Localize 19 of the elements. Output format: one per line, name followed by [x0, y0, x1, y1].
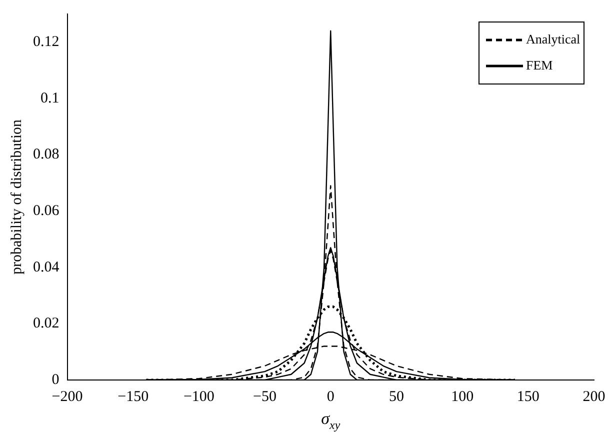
x-tick-label: 200: [582, 388, 606, 405]
x-tick-label: 0: [326, 388, 334, 405]
x-tick-label: −50: [253, 388, 277, 405]
x-tick-label: 50: [388, 388, 404, 405]
y-tick-label: 0.1: [40, 90, 60, 106]
y-tick-label: 0.12: [33, 34, 60, 50]
x-tick-label: 100: [451, 388, 474, 405]
y-tick-label: 0.06: [33, 203, 60, 220]
y-tick-label: 0.04: [33, 259, 60, 276]
legend-label: Analytical: [526, 31, 581, 46]
y-tick-label: 0.08: [33, 146, 60, 163]
x-tick-label: 150: [516, 388, 540, 405]
y-axis-title: probability of distribution: [8, 119, 25, 274]
x-tick-label: −150: [118, 388, 149, 405]
y-tick-label: 0.02: [33, 316, 60, 332]
x-tick-label: −100: [183, 388, 214, 405]
x-tick-label: −200: [52, 388, 83, 405]
y-tick-label: 0: [52, 372, 60, 388]
legend-label: FEM: [526, 57, 554, 72]
